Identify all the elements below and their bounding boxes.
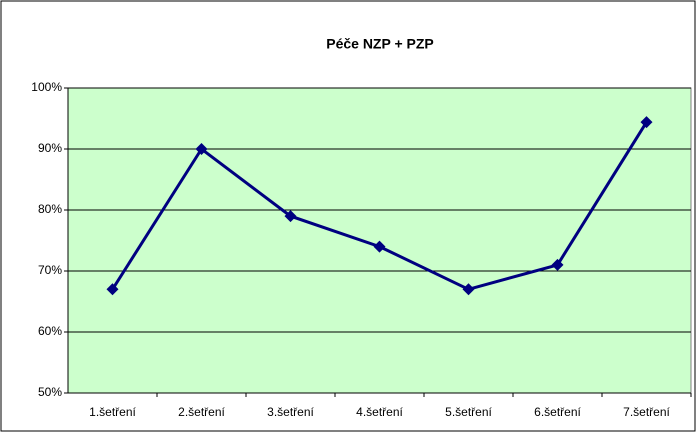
marker <box>195 143 208 155</box>
x-tick-label: 6.šetření <box>534 405 581 419</box>
marker <box>551 258 564 271</box>
x-tick-label: 4.šetření <box>356 405 403 419</box>
chart-title: Péče NZP + PZP <box>326 36 434 52</box>
plot-area <box>67 87 692 394</box>
x-tick-label: 1.šetření <box>89 405 136 419</box>
marker <box>640 116 653 129</box>
x-tick-label: 5.šetření <box>445 405 492 419</box>
y-tick-label: 60% <box>38 324 62 338</box>
x-tick-label: 2.šetření <box>178 405 225 419</box>
y-tick-label: 50% <box>38 385 62 399</box>
x-tick-label: 7.šetření <box>623 405 670 419</box>
y-tick-label: 70% <box>38 263 62 277</box>
marker <box>462 283 475 296</box>
y-tick-label: 80% <box>38 202 62 216</box>
marker <box>373 240 386 253</box>
marker <box>106 283 119 296</box>
marker <box>284 210 297 223</box>
y-tick-label: 90% <box>38 141 62 155</box>
x-tick-label: 3.šetření <box>267 405 314 419</box>
y-tick-label: 100% <box>31 80 62 94</box>
